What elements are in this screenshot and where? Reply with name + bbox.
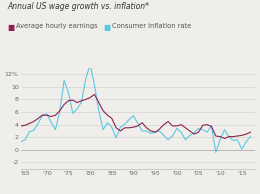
Text: ■: ■	[8, 23, 17, 32]
Text: Consumer inflation rate: Consumer inflation rate	[112, 23, 191, 29]
Text: Average hourly earnings: Average hourly earnings	[16, 23, 97, 29]
Text: ■: ■	[104, 23, 114, 32]
Text: Annual US wage growth vs. inflation*: Annual US wage growth vs. inflation*	[8, 2, 150, 11]
